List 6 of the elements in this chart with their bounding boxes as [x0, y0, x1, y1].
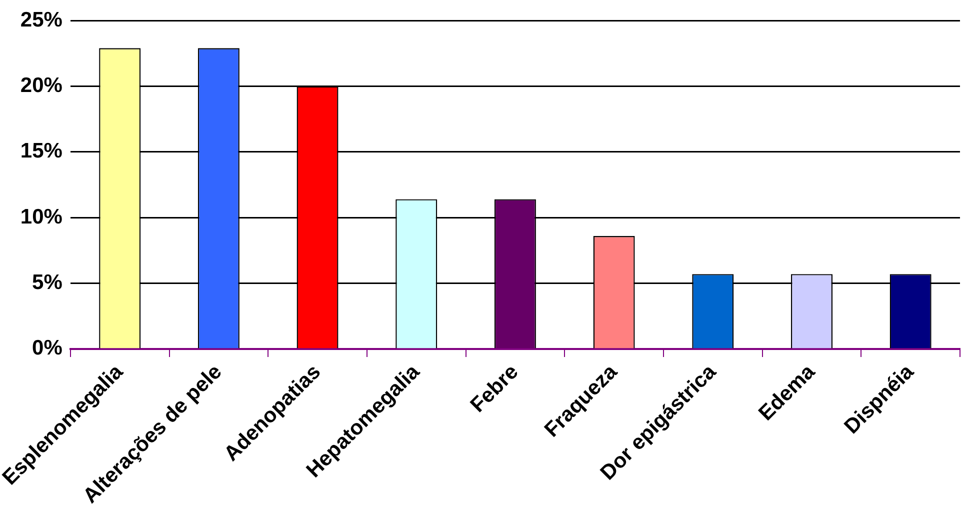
- y-tick-label: 20%: [20, 74, 63, 98]
- y-tick-label: 10%: [20, 205, 63, 228]
- y-tick-label: 0%: [32, 336, 63, 360]
- y-tick-label: 25%: [20, 8, 63, 32]
- y-tick-label: 5%: [32, 271, 63, 294]
- y-tick-label: 15%: [20, 140, 63, 163]
